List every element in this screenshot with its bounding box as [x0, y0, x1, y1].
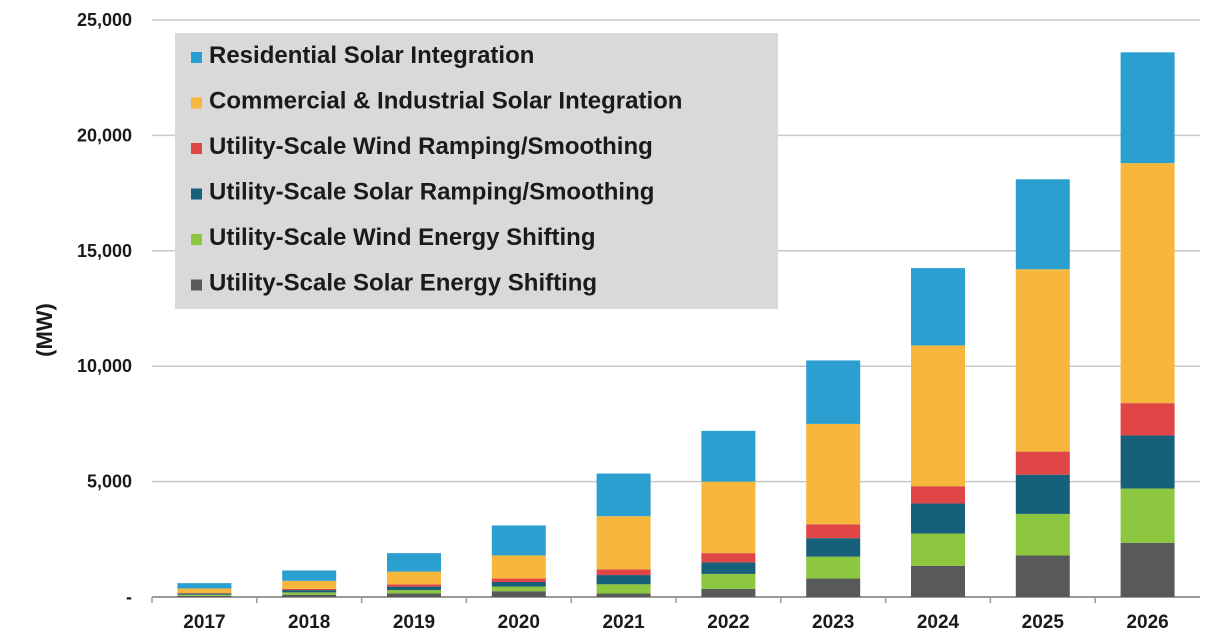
bar-segment [492, 582, 546, 587]
bar-segment [597, 594, 651, 597]
bar-segment [1121, 543, 1175, 597]
bar-segment [701, 562, 755, 574]
bar-segment [911, 504, 965, 534]
x-tick-label: 2024 [917, 612, 960, 633]
bar-segment [701, 553, 755, 562]
legend-label: Utility-Scale Solar Ramping/Smoothing [209, 179, 654, 206]
y-tick-label: 5,000 [87, 472, 132, 492]
bar-segment [387, 587, 441, 590]
legend-background [175, 33, 778, 309]
legend-swatch [191, 234, 202, 245]
bar-segment [492, 555, 546, 578]
bar-segment [282, 589, 336, 590]
legend-label: Utility-Scale Wind Energy Shifting [209, 224, 595, 251]
bar-segment [387, 553, 441, 571]
bar-segment [911, 268, 965, 345]
bar-segment [911, 486, 965, 503]
legend-swatch [191, 189, 202, 200]
bar-segment [177, 594, 231, 595]
bar-segment [387, 572, 441, 585]
bar-segment [1121, 403, 1175, 435]
x-tick-label: 2026 [1126, 612, 1168, 633]
bar-segment [806, 524, 860, 538]
bar-segment [911, 566, 965, 597]
bar-segment [911, 345, 965, 486]
bar-segment [1016, 179, 1070, 269]
bar-segment [282, 595, 336, 597]
x-tick-label: 2025 [1022, 612, 1065, 633]
bar-segment [492, 525, 546, 555]
bar-segment [806, 557, 860, 579]
legend: Residential Solar Integration Commercial … [175, 33, 778, 309]
bar-segment [1016, 269, 1070, 451]
bar-segment [806, 360, 860, 423]
x-tick-label: 2017 [183, 612, 225, 633]
bar-segment [911, 534, 965, 566]
bar-segment [177, 583, 231, 588]
x-tick-label: 2021 [602, 612, 645, 633]
x-tick-label: 2023 [812, 612, 854, 633]
bar-segment [701, 574, 755, 589]
legend-label: Residential Solar Integration [209, 42, 534, 69]
x-tick-label: 2022 [707, 612, 749, 633]
y-axis-label: (MW) [32, 303, 57, 357]
bar-segment [597, 575, 651, 584]
y-tick-label: 25,000 [77, 10, 132, 30]
bar-segment [492, 579, 546, 582]
bar-segment [701, 589, 755, 597]
bar-segment [597, 474, 651, 517]
bar-segment [806, 424, 860, 524]
bar-segment [1016, 475, 1070, 514]
legend-swatch [191, 98, 202, 109]
y-tick-label: - [126, 587, 132, 607]
axis-layer [152, 597, 1200, 603]
legend-label: Commercial & Industrial Solar Integratio… [209, 88, 682, 115]
bar-segment [806, 538, 860, 556]
legend-label: Utility-Scale Wind Ramping/Smoothing [209, 133, 653, 160]
bar-segment [1121, 489, 1175, 543]
bar-segment [701, 482, 755, 554]
legend-label: Utility-Scale Solar Energy Shifting [209, 270, 597, 297]
bar-segment [1121, 52, 1175, 163]
bar-segment [597, 569, 651, 575]
y-tick-label: 20,000 [77, 125, 132, 145]
legend-swatch [191, 280, 202, 291]
bar-segment [282, 592, 336, 594]
y-tick-label: 15,000 [77, 241, 132, 261]
legend-swatch [191, 52, 202, 63]
x-tick-label: 2018 [288, 612, 330, 633]
bar-segment [1016, 452, 1070, 475]
bar-segment [701, 431, 755, 482]
x-tick-label: 2020 [498, 612, 540, 633]
bar-segment [806, 579, 860, 597]
bar-segment [282, 581, 336, 589]
bar-segment [1121, 163, 1175, 403]
bar-segment [597, 516, 651, 569]
bar-segment [177, 588, 231, 593]
bar-segment [177, 596, 231, 597]
bar-segment [282, 590, 336, 592]
bar-segment [1121, 435, 1175, 488]
bar-segment [1016, 555, 1070, 597]
x-tick-label: 2019 [393, 612, 435, 633]
bar-segment [492, 587, 546, 592]
bar-segment [177, 595, 231, 596]
bar-segment [492, 591, 546, 597]
bar-segment [282, 570, 336, 580]
bar-segment [387, 584, 441, 586]
bar-segment [387, 590, 441, 593]
bar-segment [387, 594, 441, 597]
y-tick-label: 10,000 [77, 356, 132, 376]
legend-swatch [191, 143, 202, 154]
bar-segment [1016, 514, 1070, 556]
bar-segment [597, 584, 651, 593]
